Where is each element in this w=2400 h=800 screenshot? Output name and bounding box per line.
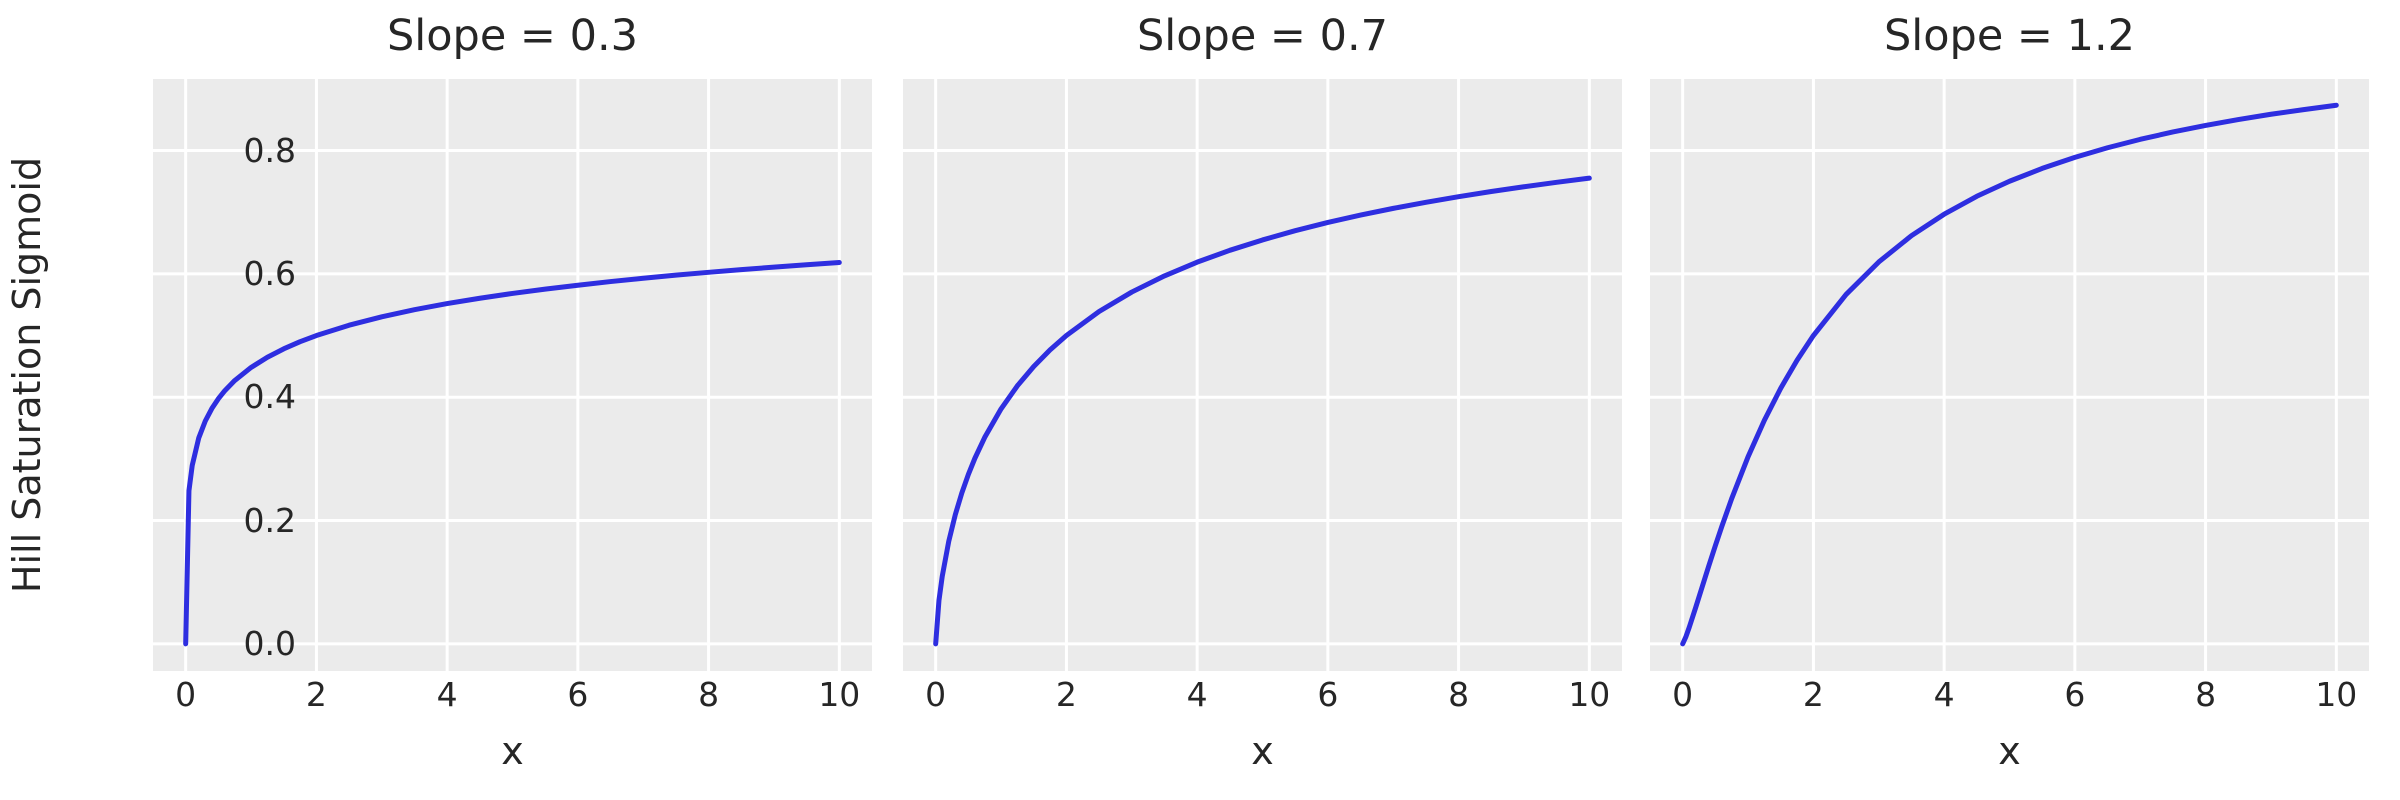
subplot-slope-0.7: Slope = 0.7 x 0 2 4 6 8 10: [903, 0, 1622, 800]
x-tick-label: 10: [818, 675, 861, 714]
x-axis-label: x: [1251, 729, 1274, 773]
x-tick-label: 2: [305, 675, 327, 714]
hill-curve: [933, 175, 1592, 647]
hill-curve: [183, 260, 842, 647]
y-tick-label: 0.2: [243, 500, 296, 540]
plot-area: [903, 79, 1622, 671]
x-tick-label: 0: [925, 675, 947, 714]
y-tick-label: 0.0: [243, 623, 296, 663]
subplot-slope-0.3: Slope = 0.3 x 0 2 4 6 8 10 0.0 0.2 0.4 0.6 0.8: [153, 0, 872, 800]
x-tick-label: 8: [1448, 675, 1470, 714]
y-tick-label: 0.4: [243, 377, 296, 417]
x-tick-label: 4: [1933, 675, 1955, 714]
x-tick-label: 2: [1802, 675, 1824, 714]
x-tick-label: 8: [2195, 675, 2217, 714]
plot-canvas: [903, 79, 1622, 671]
x-tick-label: 0: [175, 675, 197, 714]
plot-canvas: [153, 79, 872, 671]
x-axis-label: x: [1998, 729, 2021, 773]
x-tick-label: 10: [2315, 675, 2358, 714]
y-tick-label: 0.6: [243, 253, 296, 293]
x-tick-label: 2: [1055, 675, 1077, 714]
x-axis-label: x: [501, 729, 524, 773]
plot-area: [1650, 79, 2369, 671]
subplot-title: Slope = 0.7: [1136, 11, 1389, 61]
x-tick-label: 6: [567, 675, 589, 714]
x-tick-label: 6: [2064, 675, 2086, 714]
x-tick-label: 10: [1568, 675, 1611, 714]
subplot-title: Slope = 1.2: [1883, 11, 2136, 61]
x-tick-label: 6: [1317, 675, 1339, 714]
x-tick-label: 4: [436, 675, 458, 714]
x-tick-label: 0: [1672, 675, 1694, 714]
subplot-title: Slope = 0.3: [386, 11, 639, 61]
plot-canvas: [1650, 79, 2369, 671]
plot-area: [153, 79, 872, 671]
y-tick-label: 0.8: [243, 130, 296, 170]
y-axis-label: Hill Saturation Sigmoid: [5, 156, 49, 594]
x-tick-label: 4: [1186, 675, 1208, 714]
subplot-slope-1.2: Slope = 1.2 x 0 2 4 6 8 10: [1650, 0, 2369, 800]
x-tick-label: 8: [698, 675, 720, 714]
hill-curve: [1680, 102, 2339, 647]
